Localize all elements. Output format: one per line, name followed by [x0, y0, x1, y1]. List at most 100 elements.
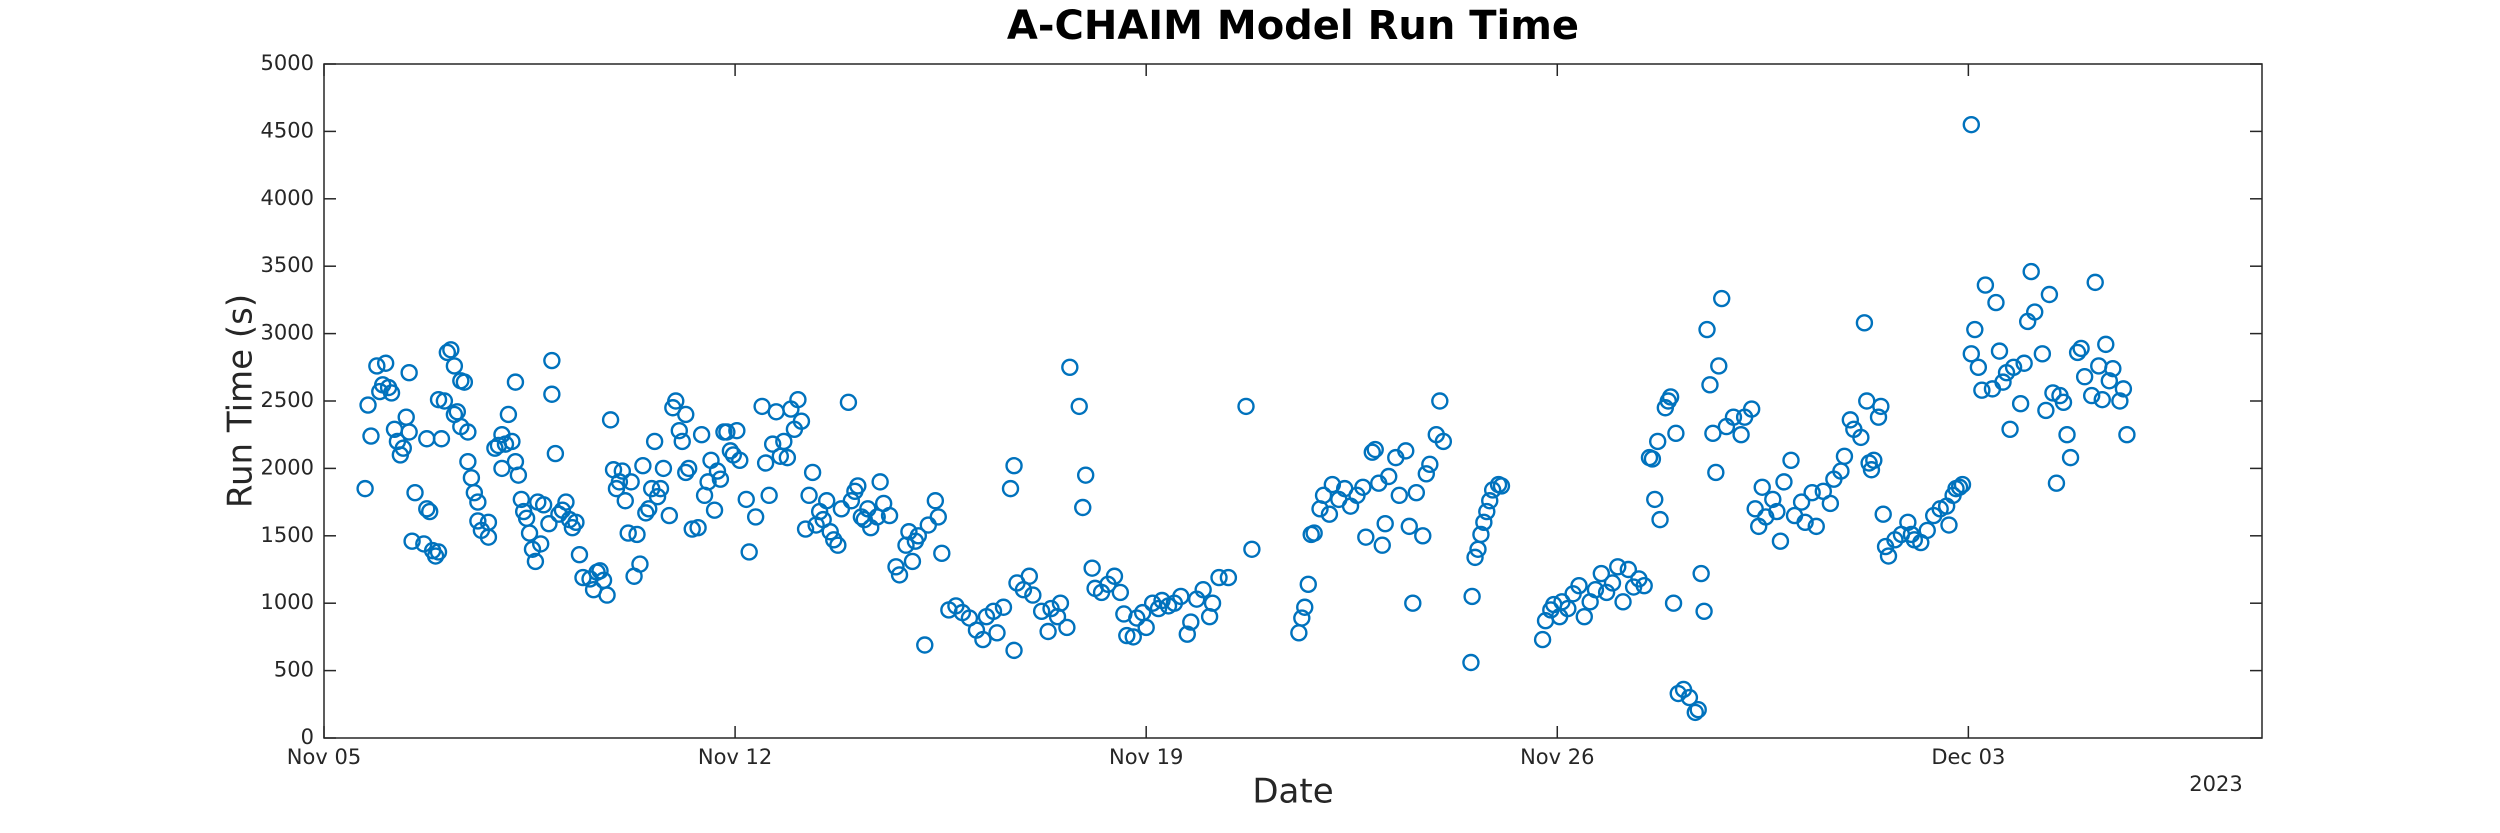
data-point [2011, 394, 2030, 413]
data-point [493, 459, 511, 478]
data-point [1363, 443, 1381, 461]
data-point [679, 459, 698, 478]
data-point [1293, 609, 1311, 627]
data-point [803, 463, 822, 482]
data-point [1603, 574, 1622, 592]
data-point [2047, 474, 2066, 492]
data-point [2068, 343, 2087, 362]
y-tick-label: 2000 [261, 455, 314, 479]
data-point [540, 514, 558, 533]
data-point [1753, 478, 1771, 496]
data-point [1704, 424, 1722, 443]
data-point [1664, 594, 1683, 612]
data-point [1841, 411, 1860, 429]
data-point [2104, 359, 2122, 378]
x-tick-label: Dec 03 [1931, 745, 2005, 769]
data-point [1407, 483, 1426, 502]
data-point [2015, 354, 2033, 372]
data-point [509, 466, 528, 484]
data-point [1462, 653, 1480, 672]
data-point [926, 492, 945, 510]
data-point [637, 504, 655, 522]
plot-area [323, 63, 2263, 739]
data-point [1586, 581, 1605, 599]
data-point [2004, 358, 2023, 376]
y-tick-label: 5000 [261, 51, 314, 75]
data-point [356, 479, 374, 498]
data-point [640, 500, 658, 518]
data-point [2111, 392, 2129, 410]
data-point [1421, 455, 1439, 474]
data-point [1862, 461, 1881, 479]
data-point [526, 552, 545, 571]
data-point [2054, 393, 2073, 412]
data-point [435, 392, 454, 410]
data-point [616, 492, 634, 510]
data-point [746, 508, 765, 526]
data-point [1305, 524, 1323, 542]
data-point [1118, 626, 1136, 645]
data-point [1835, 447, 1854, 465]
data-point [1178, 625, 1196, 643]
data-point [1821, 494, 1840, 513]
data-point [1481, 492, 1499, 510]
data-point [1874, 505, 1892, 523]
data-point [1775, 473, 1793, 491]
data-point [1058, 618, 1076, 637]
data-point [1872, 397, 1890, 416]
data-point [1128, 609, 1146, 627]
data-point [645, 432, 664, 451]
y-tick-label: 3500 [261, 253, 314, 277]
data-point [469, 512, 487, 530]
data-point [1172, 587, 1190, 606]
data-point [796, 520, 815, 538]
data-point [622, 473, 640, 491]
data-point [1137, 618, 1155, 637]
data-point [543, 351, 561, 370]
data-point [699, 473, 717, 491]
data-point [1966, 320, 1984, 339]
data-point [2100, 372, 2119, 390]
data-point [546, 444, 565, 463]
data-point [532, 535, 550, 553]
data-point [506, 373, 525, 391]
data-point [929, 508, 947, 526]
data-point [1237, 397, 1255, 416]
data-point [628, 525, 646, 544]
data-point [426, 547, 445, 565]
data-point [1124, 628, 1142, 646]
data-point [880, 506, 899, 525]
data-point [994, 598, 1013, 616]
data-point [1852, 428, 1870, 447]
data-point [1024, 586, 1042, 604]
data-point [610, 473, 629, 491]
data-point [1940, 516, 1958, 534]
data-point [789, 390, 807, 409]
data-point [1431, 392, 1449, 410]
data-point [1417, 465, 1436, 483]
data-point [2075, 368, 2094, 386]
data-point [1354, 478, 1372, 496]
data-point [1973, 381, 1991, 399]
data-point [1320, 505, 1339, 523]
data-point [1032, 602, 1051, 620]
data-point [673, 432, 691, 451]
data-point [2118, 426, 2136, 444]
data-point [1397, 442, 1415, 460]
data-point [394, 439, 412, 457]
data-point [677, 405, 695, 424]
data-point [2058, 426, 2076, 444]
data-point [1299, 575, 1317, 594]
data-point [2061, 448, 2080, 467]
data-point [1111, 583, 1130, 602]
data-point [406, 483, 424, 502]
y-tick-label: 1000 [261, 590, 314, 614]
data-point [619, 524, 637, 542]
x-axis-label: Date [1252, 772, 1333, 812]
data-point [459, 452, 477, 471]
data-point [792, 412, 811, 430]
data-point [479, 513, 498, 532]
data-point [1807, 517, 1825, 536]
data-point [1855, 314, 1874, 332]
